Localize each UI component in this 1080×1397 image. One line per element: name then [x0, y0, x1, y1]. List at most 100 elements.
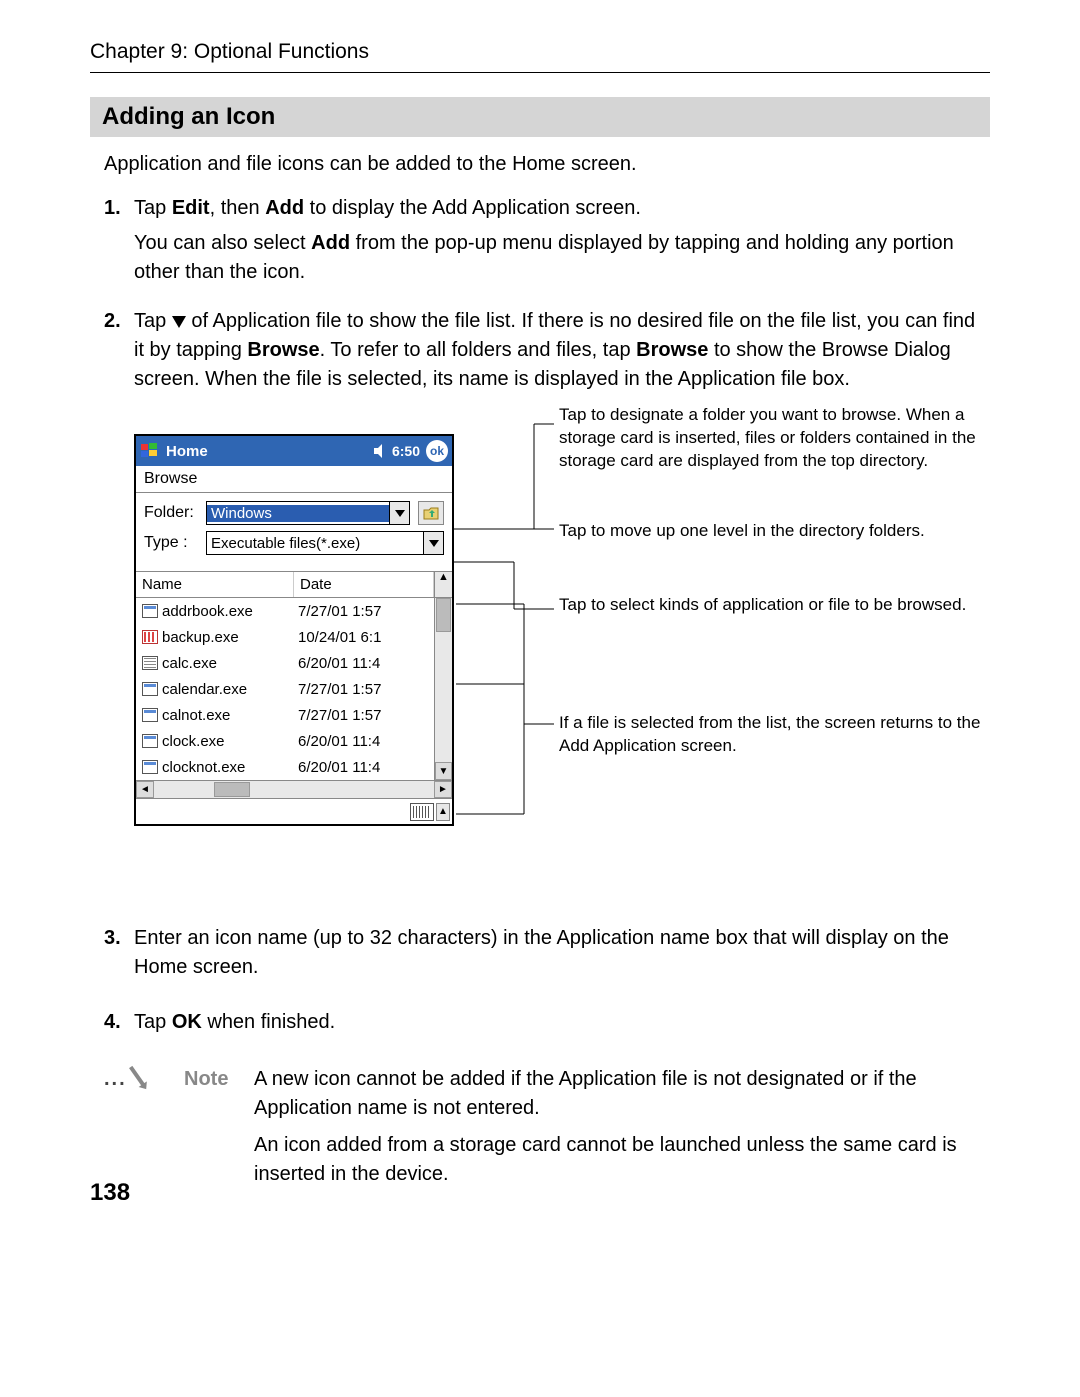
file-icon	[142, 656, 158, 670]
folder-up-button[interactable]	[418, 501, 444, 525]
sound-icon[interactable]	[372, 443, 388, 459]
step-1-text-c: , then	[210, 197, 266, 219]
section-title: Adding an Icon	[102, 103, 275, 130]
page-number: 138	[90, 1179, 130, 1207]
step-3-number: 3.	[104, 924, 121, 953]
hscroll-thumb[interactable]	[214, 782, 250, 797]
step-1-text-a: Tap	[134, 197, 172, 219]
file-table: Name Date ▲ addrbook.exe 7/27/01 1:57 back…	[136, 572, 452, 798]
start-flag-icon[interactable]	[140, 441, 160, 461]
horizontal-scrollbar[interactable]: ◄ ►	[136, 780, 452, 798]
pda-time: 6:50	[392, 443, 420, 459]
step-1-number: 1.	[104, 194, 121, 223]
scroll-up-icon[interactable]: ▲	[434, 572, 452, 597]
note-block: ... Note A new icon cannot be added if t…	[104, 1065, 990, 1197]
footer-up-arrow-icon[interactable]: ▲	[436, 803, 450, 821]
file-icon	[142, 630, 158, 644]
file-name: calnot.exe	[162, 707, 230, 724]
file-date: 7/27/01 1:57	[294, 603, 452, 620]
type-label: Type :	[144, 534, 202, 552]
folder-combo-arrow-icon[interactable]	[389, 502, 409, 524]
file-icon	[142, 708, 158, 722]
type-combo-arrow-icon[interactable]	[423, 532, 443, 554]
step-3-text: Enter an icon name (up to 32 characters)…	[134, 927, 949, 978]
note-paragraph-1: A new icon cannot be added if the Applic…	[254, 1065, 990, 1123]
browse-tab[interactable]: Browse	[136, 466, 452, 493]
file-date: 10/24/01 6:1	[294, 629, 452, 646]
file-name: clock.exe	[162, 733, 225, 750]
step-2-text-a: Tap	[134, 310, 172, 332]
file-icon	[142, 734, 158, 748]
vertical-scrollbar[interactable]: ▼	[434, 598, 452, 780]
step-1-text-d: to display the Add Application screen.	[304, 197, 641, 219]
file-date: 7/27/01 1:57	[294, 707, 452, 724]
file-row[interactable]: calc.exe 6/20/01 11:4	[136, 650, 452, 676]
note-label: Note	[184, 1065, 244, 1197]
ok-button[interactable]: ok	[426, 440, 448, 462]
step-3: 3. Enter an icon name (up to 32 characte…	[104, 924, 990, 982]
step-2-text-c: . To refer to all folders and files, tap	[320, 339, 636, 361]
intro-text: Application and file icons can be added …	[104, 151, 990, 178]
step-1-bold-add: Add	[265, 197, 304, 219]
step-2-number: 2.	[104, 307, 121, 336]
file-date: 6/20/01 11:4	[294, 655, 452, 672]
note-marker: ...	[104, 1065, 184, 1197]
type-combo[interactable]: Executable files(*.exe)	[206, 531, 444, 555]
callout-up-level: Tap to move up one level in the director…	[559, 520, 925, 543]
pencil-icon	[129, 1066, 145, 1086]
file-icon	[142, 604, 158, 618]
file-date: 6/20/01 11:4	[294, 733, 452, 750]
pda-footer: ▲	[136, 798, 452, 824]
step-2-bold-browse1: Browse	[247, 339, 319, 361]
step-4-bold-ok: OK	[172, 1011, 202, 1033]
step-4-text-a: Tap	[134, 1011, 172, 1033]
down-triangle-icon	[172, 316, 186, 328]
file-icon	[142, 760, 158, 774]
file-date: 7/27/01 1:57	[294, 681, 452, 698]
pda-titlebar: Home 6:50 ok	[136, 436, 452, 466]
step-4-text-c: when finished.	[202, 1011, 335, 1033]
file-name: addrbook.exe	[162, 603, 253, 620]
chapter-header: Chapter 9: Optional Functions	[90, 40, 990, 73]
file-row[interactable]: calendar.exe 7/27/01 1:57	[136, 676, 452, 702]
step-2: 2. Tap of Application file to show the f…	[104, 307, 990, 394]
step-1-bold-edit: Edit	[172, 197, 210, 219]
file-name: backup.exe	[162, 629, 239, 646]
step-4-number: 4.	[104, 1008, 121, 1037]
file-row[interactable]: calnot.exe 7/27/01 1:57	[136, 702, 452, 728]
type-value: Executable files(*.exe)	[207, 535, 423, 552]
step-1-extra: You can also select Add from the pop-up …	[134, 229, 990, 287]
file-name: clocknot.exe	[162, 759, 245, 776]
file-name: calendar.exe	[162, 681, 247, 698]
step-2-bold-browse2: Browse	[636, 339, 708, 361]
note-dots-icon: ...	[104, 1065, 127, 1094]
callout-file-select: If a file is selected from the list, the…	[559, 712, 989, 758]
pda-title: Home	[166, 443, 208, 460]
file-name: calc.exe	[162, 655, 217, 672]
folder-label: Folder:	[144, 504, 202, 522]
callout-type: Tap to select kinds of application or fi…	[559, 594, 966, 617]
scroll-left-icon[interactable]: ◄	[136, 781, 154, 798]
step-1: 1. Tap Edit, then Add to display the Add…	[104, 194, 990, 287]
pda-window: Home 6:50 ok Browse Folder: Windows	[134, 434, 454, 826]
note-paragraph-2: An icon added from a storage card cannot…	[254, 1131, 990, 1189]
column-header-date[interactable]: Date	[294, 572, 434, 597]
figure-area: Tap to designate a folder you want to br…	[134, 414, 990, 894]
step-1-extra-bold: Add	[311, 232, 350, 254]
scroll-down-icon[interactable]: ▼	[435, 762, 452, 780]
column-header-name[interactable]: Name	[136, 572, 294, 597]
file-row[interactable]: addrbook.exe 7/27/01 1:57	[136, 598, 452, 624]
step-4: 4. Tap OK when finished.	[104, 1008, 990, 1037]
scroll-right-icon[interactable]: ►	[434, 781, 452, 798]
callout-folder: Tap to designate a folder you want to br…	[559, 404, 989, 473]
file-row[interactable]: clock.exe 6/20/01 11:4	[136, 728, 452, 754]
keyboard-icon[interactable]	[410, 803, 434, 821]
file-row[interactable]: clocknot.exe 6/20/01 11:4	[136, 754, 452, 780]
step-1-extra-a: You can also select	[134, 232, 311, 254]
file-row[interactable]: backup.exe 10/24/01 6:1	[136, 624, 452, 650]
scrollbar-thumb[interactable]	[436, 598, 451, 632]
section-title-bar: Adding an Icon	[90, 97, 990, 137]
file-icon	[142, 682, 158, 696]
file-date: 6/20/01 11:4	[294, 759, 452, 776]
folder-combo[interactable]: Windows	[206, 501, 410, 525]
